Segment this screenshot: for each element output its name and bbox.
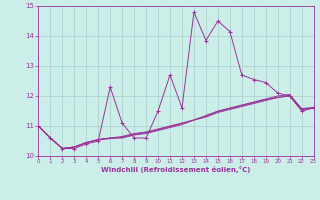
X-axis label: Windchill (Refroidissement éolien,°C): Windchill (Refroidissement éolien,°C) — [101, 166, 251, 173]
